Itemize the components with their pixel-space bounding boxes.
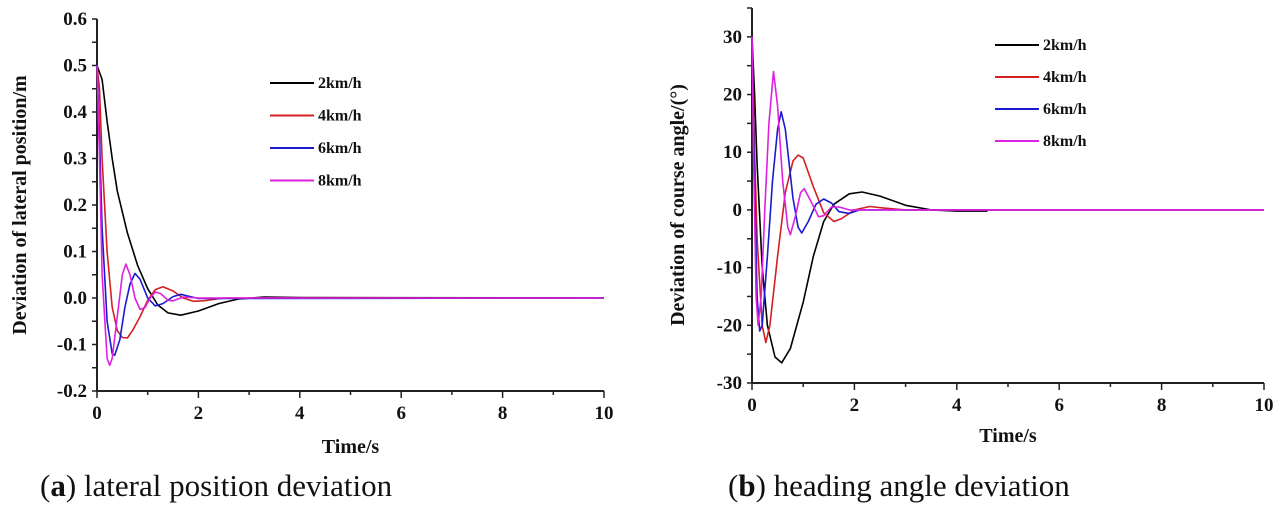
y-tick-label: 0 [733,200,743,221]
y-tick-label: 10 [723,142,742,163]
legend-label: 4km/h [318,108,362,125]
x-axis-label: Time/s [979,425,1037,447]
series-line-2km-per-h [751,36,988,364]
y-axis-label: Deviation of course angle/(°) [667,84,689,326]
chart-panel-a: 0 2 4 6 8 10 -0.2 -0.1 0.0 0.1 0.2 0.3 0.4 0.5 0.6 Time… [9,9,614,458]
x-tick-label: 6 [1054,395,1064,416]
x-axis-label: Time/s [322,436,380,458]
legend-label: 4km/h [1043,69,1087,86]
x-tick-label: 2 [850,395,860,416]
y-tick-label: 0.3 [63,149,87,170]
series-line-4km-per-h [96,65,604,339]
legend-label: 6km/h [1043,101,1087,118]
legend-label: 2km/h [318,75,362,92]
x-tick-label: 2 [194,403,204,424]
y-tick-label: 0.5 [63,56,87,77]
series-line-2km-per-h [96,65,605,316]
y-tick-label: 0.0 [63,288,87,309]
x-tick-label: 6 [396,403,406,424]
caption-b-text: heading angle deviation [773,468,1070,503]
series-line-8km-per-h [96,65,604,367]
y-tick-label: -0.1 [57,335,87,356]
x-tick-label: 4 [952,395,962,416]
legend-label: 8km/h [318,173,362,190]
x-tick-label: 4 [295,403,305,424]
series-line-6km-per-h [96,65,605,356]
caption-a-letter: a [50,468,66,503]
y-tick-label: -10 [717,258,742,279]
x-tick-label: 10 [1255,395,1274,416]
y-tick-label: 0.6 [63,9,87,30]
caption-b-letter: b [738,468,756,503]
y-axis-label: Deviation of lateral position/m [9,75,31,335]
x-tick-label: 0 [747,395,757,416]
legend-label: 8km/h [1043,133,1087,150]
legend-label: 6km/h [318,140,362,157]
y-tick-label: -30 [717,373,742,394]
caption-a-text: lateral position deviation [83,468,393,503]
x-tick-label: 8 [498,403,508,424]
y-tick-label: 20 [723,85,742,106]
series-line-8km-per-h [751,36,1264,327]
y-tick-label: 0.1 [63,242,87,263]
caption-a: (a) lateral position deviation [40,468,393,503]
x-tick-label: 8 [1157,395,1167,416]
caption-b: (b) heading angle deviation [728,468,1070,503]
x-tick-label: 10 [595,403,614,424]
y-tick-label: -0.2 [57,381,87,402]
y-tick-label: 30 [723,27,742,48]
series-line-4km-per-h [751,36,1264,344]
legend-label: 2km/h [1043,37,1087,54]
series-line-6km-per-h [751,36,1264,332]
y-tick-label: -20 [717,315,742,336]
x-tick-label: 0 [92,403,102,424]
chart-panel-b: 0 2 4 6 8 10 -30 -20 -10 0 10 20 30 Time/s Deviation o… [667,7,1274,447]
y-tick-label: 0.4 [63,102,87,123]
y-tick-label: 0.2 [63,195,87,216]
